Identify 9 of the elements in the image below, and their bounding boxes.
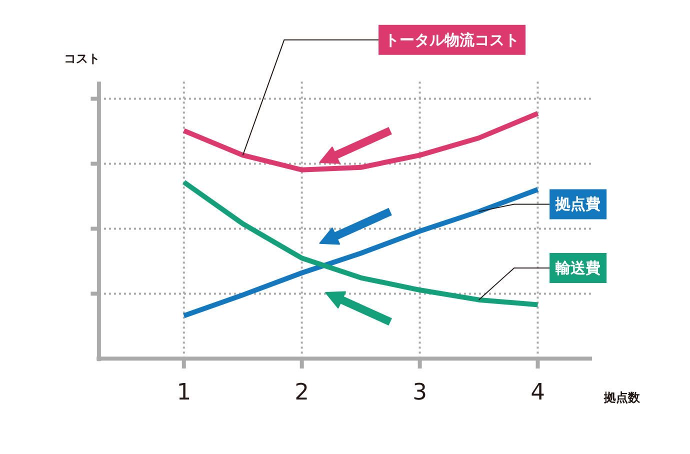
series-label: 拠点費 <box>554 195 601 214</box>
text: 輸送費 <box>554 258 601 277</box>
y-axis-title: コスト <box>64 52 100 66</box>
x-axis-title: 拠点数 <box>602 390 641 405</box>
x-tick-label: 1 <box>176 380 192 406</box>
text: トータル物流コスト <box>384 30 520 49</box>
x-tick-label: 4 <box>530 380 545 406</box>
x-tick-label: 3 <box>412 380 428 406</box>
x-tick-label: 2 <box>294 380 310 406</box>
